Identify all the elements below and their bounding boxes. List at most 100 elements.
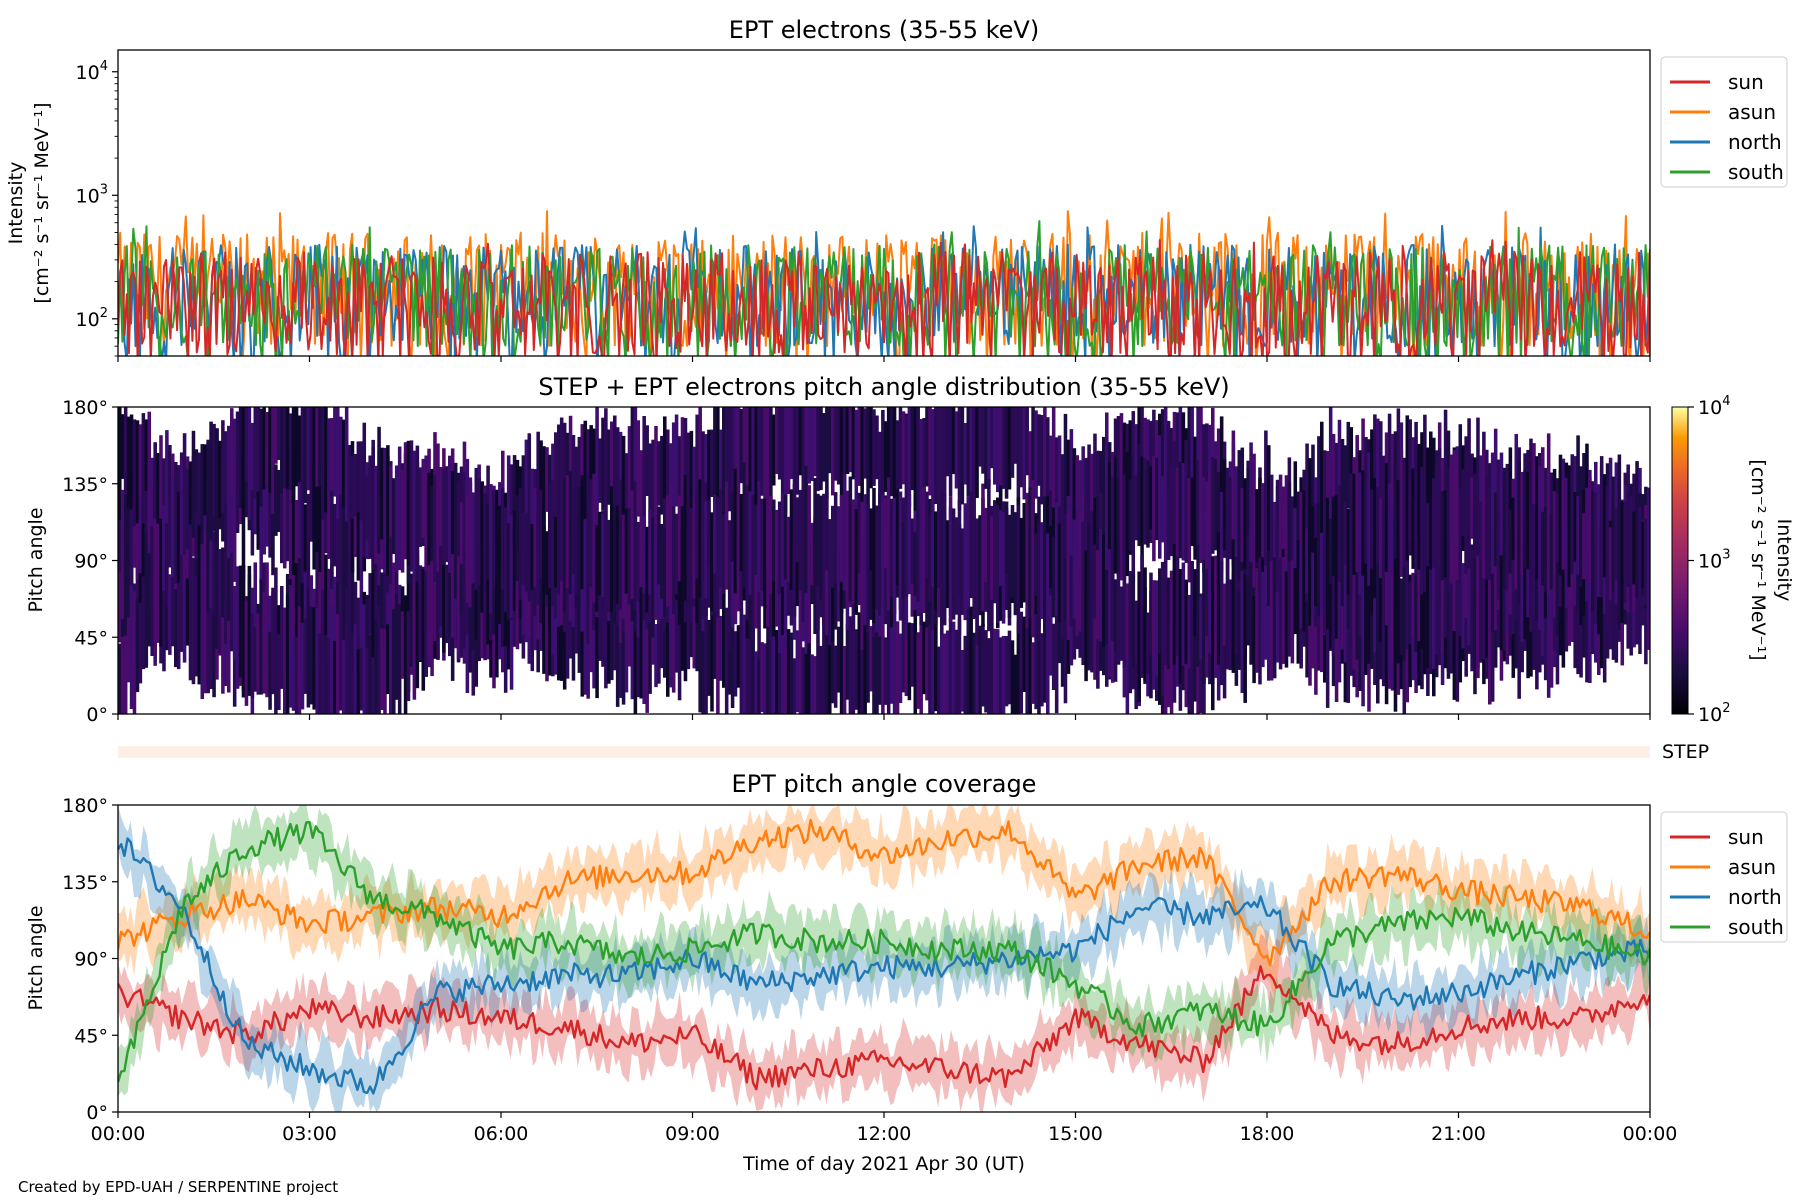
heatmap-cell xyxy=(1346,591,1351,703)
heatmap-cell xyxy=(1075,507,1080,608)
heatmap-cell xyxy=(1040,522,1044,619)
heatmap-cell xyxy=(515,523,520,641)
heatmap-cell xyxy=(1158,435,1162,559)
heatmap-cell xyxy=(724,407,729,484)
heatmap-cell xyxy=(666,613,670,697)
heatmap-cell xyxy=(341,639,346,714)
heatmap-cell xyxy=(951,508,956,620)
heatmap-cell xyxy=(810,654,814,714)
heatmap-cell xyxy=(722,407,726,520)
heatmap-cell xyxy=(359,559,364,667)
heatmap-cell xyxy=(1364,539,1368,675)
heatmap-cell xyxy=(1440,491,1445,581)
heatmap-cell xyxy=(654,624,658,688)
heatmap-cell xyxy=(465,494,470,603)
heatmap-cell xyxy=(1440,562,1445,652)
heatmap-cell xyxy=(1349,473,1354,598)
heatmap-cell xyxy=(218,440,222,518)
heatmap-cell xyxy=(1272,557,1277,679)
heatmap-cell xyxy=(819,407,823,491)
heatmap-cell xyxy=(1479,502,1483,564)
y-tick-label: 102 xyxy=(76,306,108,331)
heatmap-cell xyxy=(1535,513,1539,580)
heatmap-cell xyxy=(1370,429,1374,533)
heatmap-cell xyxy=(312,407,316,480)
heatmap-cell xyxy=(786,407,791,494)
heatmap-cell xyxy=(613,415,617,539)
heatmap-cell xyxy=(268,631,272,710)
heatmap-cell xyxy=(365,475,370,540)
heatmap-cell xyxy=(1202,560,1206,684)
heatmap-cell xyxy=(362,422,367,557)
heatmap-cell xyxy=(1116,478,1121,576)
heatmap-cell xyxy=(948,618,953,714)
heatmap-cell xyxy=(1025,492,1029,629)
heatmap-cell xyxy=(990,407,994,469)
heatmap-cell xyxy=(925,491,929,579)
heatmap-cell xyxy=(533,488,537,588)
heatmap-cell xyxy=(1196,545,1200,667)
heatmap-cell xyxy=(1001,407,1006,489)
heatmap-cell xyxy=(389,644,393,714)
heatmap-cell xyxy=(757,407,761,491)
heatmap-cell xyxy=(1514,597,1519,669)
heatmap-cell xyxy=(397,446,402,537)
heatmap-cell xyxy=(1611,571,1616,660)
heatmap-cell xyxy=(754,504,758,575)
heatmap-cell xyxy=(1054,502,1059,616)
heatmap-cell xyxy=(866,628,870,703)
heatmap-cell xyxy=(645,425,649,496)
heatmap-cell xyxy=(421,568,426,691)
heatmap-cell xyxy=(227,425,231,532)
heatmap-cell xyxy=(1523,525,1527,640)
heatmap-cell xyxy=(1543,588,1548,681)
heatmap-cell xyxy=(1405,525,1410,650)
heatmap-cell xyxy=(218,549,222,654)
panel1-series-group xyxy=(118,210,1650,356)
heatmap-cell xyxy=(1520,543,1524,642)
heatmap-cell xyxy=(919,507,923,613)
heatmap-cell xyxy=(828,519,832,601)
heatmap-cell xyxy=(901,411,906,485)
heatmap-cell xyxy=(1555,530,1560,636)
heatmap-cell xyxy=(147,553,152,640)
heatmap-cell xyxy=(389,466,393,537)
heatmap-cell xyxy=(607,607,611,684)
heatmap-cell xyxy=(1105,569,1109,645)
heatmap-cell xyxy=(412,578,417,700)
heatmap-cell xyxy=(957,407,962,511)
heatmap-cell xyxy=(1096,549,1100,640)
heatmap-cell xyxy=(545,447,549,512)
heatmap-cell xyxy=(188,461,193,525)
heatmap-cell xyxy=(922,621,926,695)
heatmap-cell xyxy=(716,496,720,617)
heatmap-cell xyxy=(1467,418,1471,536)
heatmap-cell xyxy=(1496,482,1501,601)
heatmap-cell xyxy=(1437,448,1442,571)
heatmap-cell xyxy=(1004,636,1009,707)
heatmap-cell xyxy=(1249,442,1253,560)
heatmap-cell xyxy=(884,498,888,569)
heatmap-cell xyxy=(754,549,758,629)
heatmap-cell xyxy=(300,622,305,710)
heatmap-cell xyxy=(1269,474,1274,570)
heatmap-cell xyxy=(1010,640,1015,714)
panel1-title: EPT electrons (35-55 keV) xyxy=(729,16,1039,44)
heatmap-cell xyxy=(1202,476,1206,573)
heatmap-cell xyxy=(969,407,973,497)
heatmap-cell xyxy=(739,608,744,714)
heatmap-cell xyxy=(1166,420,1171,536)
heatmap-cell xyxy=(863,610,867,714)
heatmap-cell xyxy=(238,407,243,509)
heatmap-cell xyxy=(1125,583,1130,660)
heatmap-cell xyxy=(1084,596,1088,682)
heatmap-cell xyxy=(716,587,720,714)
heatmap-cell xyxy=(421,458,426,538)
step-band: STEP xyxy=(118,741,1709,763)
heatmap-cell xyxy=(1361,541,1365,620)
heatmap-cell xyxy=(836,407,841,485)
heatmap-cell xyxy=(1476,532,1480,669)
heatmap-cell xyxy=(618,479,623,610)
heatmap-cell xyxy=(618,431,623,515)
heatmap-cell xyxy=(872,604,876,714)
